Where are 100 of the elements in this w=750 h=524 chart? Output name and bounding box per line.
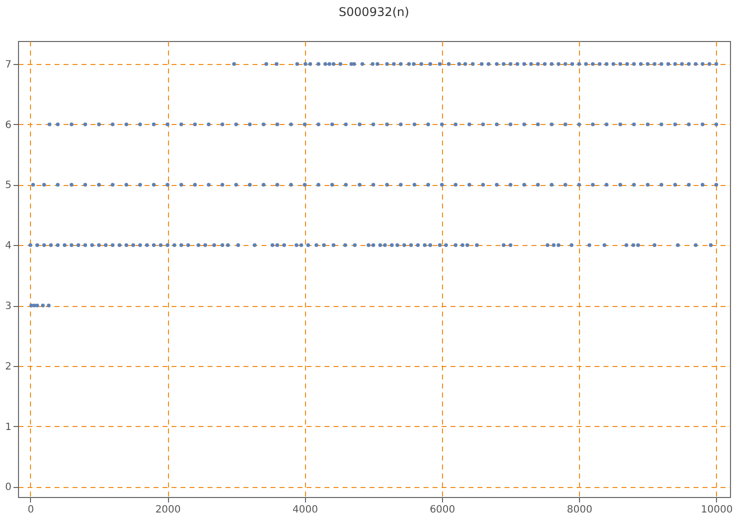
point bbox=[358, 122, 362, 126]
point bbox=[206, 182, 211, 187]
point bbox=[714, 182, 718, 187]
point bbox=[330, 182, 334, 187]
point bbox=[660, 182, 664, 187]
point bbox=[29, 304, 34, 308]
point bbox=[220, 182, 224, 187]
point bbox=[262, 182, 266, 187]
point bbox=[371, 182, 376, 187]
point bbox=[371, 122, 376, 126]
point bbox=[686, 122, 691, 126]
point bbox=[700, 122, 704, 126]
x-tick-label: 6000 bbox=[430, 504, 456, 516]
point bbox=[179, 122, 184, 126]
x-tick-label: 8000 bbox=[566, 504, 592, 516]
point bbox=[302, 182, 307, 187]
y-tick-label: 0 bbox=[5, 482, 12, 494]
y-tick-label: 3 bbox=[5, 301, 12, 312]
point bbox=[686, 182, 691, 187]
point bbox=[481, 122, 485, 126]
point bbox=[152, 182, 156, 187]
point bbox=[316, 122, 320, 126]
point bbox=[35, 304, 40, 308]
point bbox=[618, 182, 622, 187]
y-tick-label: 5 bbox=[5, 180, 12, 192]
point bbox=[440, 122, 444, 126]
point bbox=[248, 122, 252, 126]
point bbox=[138, 182, 142, 187]
x-tick-label: 4000 bbox=[292, 504, 318, 516]
point bbox=[590, 122, 595, 126]
point bbox=[358, 182, 362, 187]
point bbox=[632, 182, 636, 187]
point bbox=[673, 182, 677, 187]
point bbox=[124, 122, 128, 126]
point bbox=[166, 122, 170, 126]
point bbox=[234, 122, 238, 126]
y-tick-label: 7 bbox=[5, 59, 12, 70]
point bbox=[275, 182, 280, 187]
point bbox=[673, 122, 677, 126]
point bbox=[166, 182, 170, 187]
point bbox=[83, 122, 88, 126]
point bbox=[193, 182, 197, 187]
point bbox=[564, 122, 568, 126]
point bbox=[41, 304, 45, 308]
y-tick-label: 6 bbox=[5, 120, 12, 131]
point bbox=[289, 122, 293, 126]
point bbox=[70, 182, 74, 187]
chart-title: S000932(n) bbox=[338, 5, 410, 19]
point bbox=[97, 182, 101, 187]
point bbox=[522, 182, 526, 187]
point bbox=[56, 182, 60, 187]
y-tick-label: 1 bbox=[5, 422, 12, 433]
point bbox=[193, 122, 197, 126]
point bbox=[508, 182, 512, 187]
point bbox=[234, 182, 238, 187]
point bbox=[646, 182, 650, 187]
point bbox=[316, 182, 320, 187]
point bbox=[138, 122, 142, 126]
point bbox=[660, 122, 664, 126]
point bbox=[275, 122, 280, 126]
point bbox=[46, 304, 51, 308]
point bbox=[454, 182, 458, 187]
point bbox=[467, 122, 472, 126]
point bbox=[330, 122, 334, 126]
point bbox=[426, 122, 430, 126]
point bbox=[714, 122, 718, 126]
point bbox=[632, 122, 636, 126]
point bbox=[32, 304, 36, 308]
point bbox=[398, 122, 403, 126]
point bbox=[454, 122, 458, 126]
point bbox=[700, 182, 704, 187]
point bbox=[83, 182, 88, 187]
point bbox=[206, 122, 211, 126]
point bbox=[97, 122, 101, 126]
point bbox=[481, 182, 485, 187]
point bbox=[604, 182, 608, 187]
point bbox=[110, 122, 115, 126]
point bbox=[344, 122, 348, 126]
point bbox=[536, 182, 540, 187]
point bbox=[618, 122, 622, 126]
point bbox=[179, 182, 184, 187]
point bbox=[604, 122, 608, 126]
x-tick-label: 0 bbox=[28, 504, 34, 516]
point bbox=[302, 122, 307, 126]
y-tick-label: 4 bbox=[5, 240, 12, 252]
point bbox=[590, 182, 595, 187]
point bbox=[124, 182, 128, 187]
point bbox=[467, 182, 472, 187]
x-tick-label: 2000 bbox=[155, 504, 181, 516]
point bbox=[550, 122, 554, 126]
y-tick-label: 2 bbox=[5, 361, 12, 372]
point bbox=[536, 122, 540, 126]
point bbox=[110, 182, 115, 187]
point bbox=[70, 122, 74, 126]
point bbox=[440, 182, 444, 187]
point bbox=[262, 122, 266, 126]
x-tick-label: 10000 bbox=[700, 504, 733, 516]
point bbox=[152, 122, 156, 126]
point bbox=[412, 182, 416, 187]
point bbox=[550, 182, 554, 187]
